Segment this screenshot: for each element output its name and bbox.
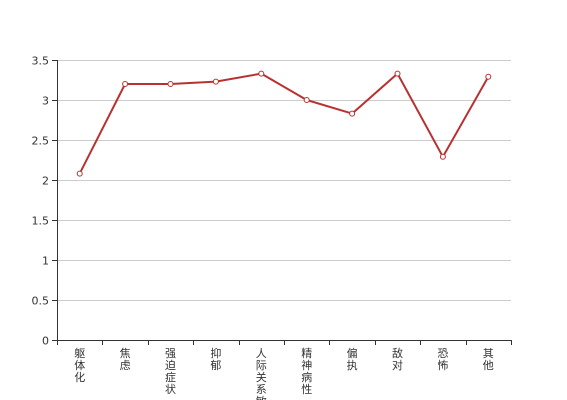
data-point[interactable] xyxy=(349,110,356,117)
y-tick-label: 2.5 xyxy=(32,135,50,148)
x-tick-label: 其他 xyxy=(483,347,494,372)
y-axis: 0 0.5 1 1.5 2 2.5 3 3.5 xyxy=(32,55,58,348)
x-tick-label: 抑郁 xyxy=(210,346,221,372)
y-tick-label: 0.5 xyxy=(32,295,50,308)
x-tick-labels: 躯体化 焦虑 强迫症状 抑郁 人际关系敏感 精神病性 偏执 敌对 恐怖 其他 xyxy=(74,346,494,400)
data-point[interactable] xyxy=(485,73,492,80)
y-tick-label: 1.5 xyxy=(32,215,50,228)
x-tick-label: 精神病性 xyxy=(301,347,312,396)
y-tick-label: 1 xyxy=(42,255,49,268)
data-point[interactable] xyxy=(167,81,174,87)
y-tick-label: 3 xyxy=(42,95,49,108)
y-tick-label: 0 xyxy=(42,335,49,348)
x-axis xyxy=(57,340,512,345)
series-line xyxy=(78,72,490,175)
y-tick-label: 2 xyxy=(42,175,49,188)
data-point[interactable] xyxy=(258,70,265,77)
x-tick-label: 偏执 xyxy=(347,346,358,372)
y-tick-label: 3.5 xyxy=(32,55,50,68)
data-point[interactable] xyxy=(212,78,219,85)
x-tick-label: 人际关系敏感 xyxy=(256,347,267,400)
x-tick-label: 恐怖 xyxy=(437,347,448,372)
x-tick-label: 敌对 xyxy=(392,346,403,372)
data-point[interactable] xyxy=(303,97,310,103)
x-tick-label: 焦虑 xyxy=(120,347,131,372)
x-tick-label: 强迫症状 xyxy=(165,347,176,396)
gridlines xyxy=(57,60,511,301)
data-point[interactable] xyxy=(122,81,129,87)
series-layer xyxy=(76,70,492,177)
data-point[interactable] xyxy=(394,70,401,77)
data-point[interactable] xyxy=(76,170,83,177)
data-point[interactable] xyxy=(439,153,446,160)
x-tick-label: 躯体化 xyxy=(74,347,85,384)
